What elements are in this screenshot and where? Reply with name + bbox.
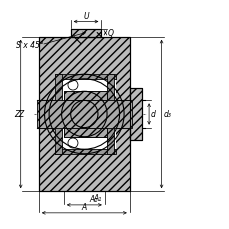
Bar — [64, 128, 106, 137]
Text: Q: Q — [107, 29, 113, 38]
Text: d: d — [150, 110, 155, 119]
Circle shape — [68, 138, 78, 148]
Bar — [64, 128, 106, 137]
Bar — [70, 30, 101, 38]
Bar — [64, 92, 106, 101]
Text: A: A — [81, 202, 87, 211]
Bar — [106, 75, 113, 154]
Bar — [64, 92, 106, 101]
Text: A₁: A₁ — [89, 194, 97, 203]
Text: S x 45°: S x 45° — [16, 40, 44, 49]
Text: Z: Z — [18, 110, 24, 119]
Bar — [129, 88, 142, 141]
Bar — [55, 150, 116, 154]
Text: U: U — [83, 12, 88, 21]
Text: Z: Z — [14, 110, 19, 119]
Circle shape — [68, 81, 78, 91]
Bar — [129, 88, 142, 141]
Bar — [39, 38, 129, 191]
Text: A₁: A₁ — [93, 193, 101, 202]
Bar — [55, 79, 116, 150]
Bar — [55, 75, 116, 79]
Bar — [55, 75, 61, 154]
Bar — [36, 101, 131, 128]
Text: B₁: B₁ — [80, 90, 88, 99]
Text: A₂: A₂ — [80, 101, 88, 110]
Bar — [39, 38, 129, 191]
Bar — [70, 30, 101, 38]
Bar — [55, 75, 116, 154]
Text: d₃: d₃ — [163, 110, 171, 119]
